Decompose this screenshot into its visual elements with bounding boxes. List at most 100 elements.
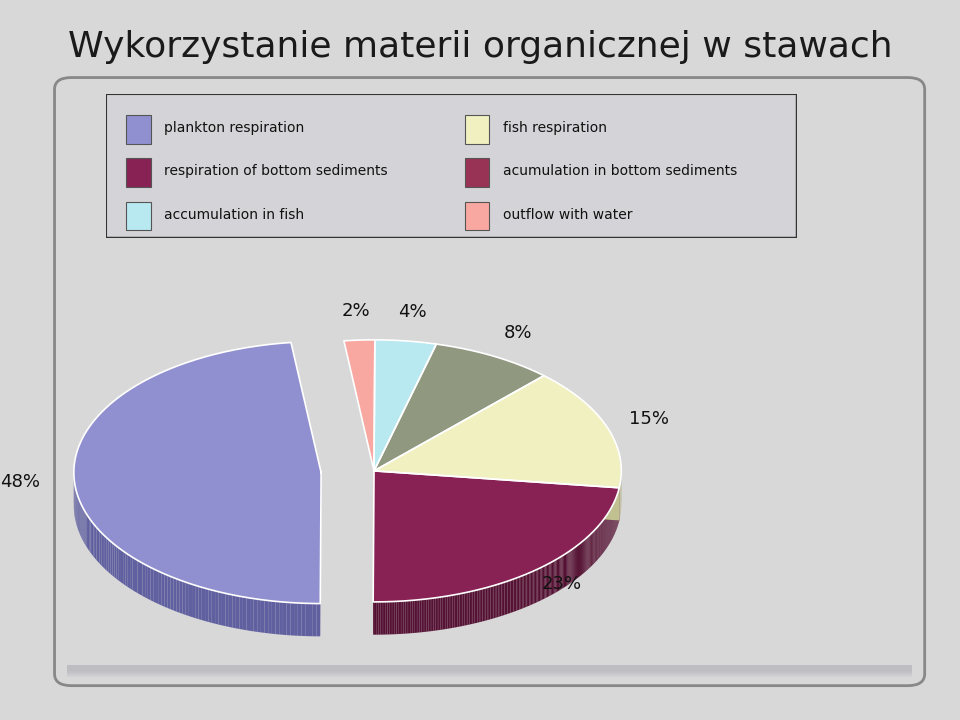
Bar <box>67 671 912 677</box>
Bar <box>67 667 912 672</box>
Polygon shape <box>577 545 578 579</box>
Polygon shape <box>96 527 98 562</box>
Polygon shape <box>105 536 107 570</box>
Polygon shape <box>537 570 538 603</box>
Polygon shape <box>272 601 276 634</box>
Polygon shape <box>393 601 395 634</box>
Bar <box>67 667 912 673</box>
Polygon shape <box>375 602 376 634</box>
Polygon shape <box>567 552 568 585</box>
Polygon shape <box>208 589 212 623</box>
Bar <box>67 665 912 671</box>
Bar <box>67 670 912 675</box>
Bar <box>67 666 912 672</box>
Polygon shape <box>463 593 465 626</box>
Polygon shape <box>569 550 570 584</box>
Polygon shape <box>228 594 232 628</box>
Bar <box>67 670 912 676</box>
Polygon shape <box>481 589 483 622</box>
Polygon shape <box>413 600 415 633</box>
Bar <box>67 667 912 674</box>
Text: 23%: 23% <box>541 575 582 593</box>
Bar <box>67 668 912 674</box>
Polygon shape <box>549 562 551 596</box>
Text: 2%: 2% <box>342 302 371 320</box>
Bar <box>127 115 151 144</box>
Bar <box>67 670 912 676</box>
Polygon shape <box>496 584 498 617</box>
Polygon shape <box>373 471 619 602</box>
Polygon shape <box>378 602 380 634</box>
Bar <box>67 669 912 675</box>
Bar <box>67 666 912 672</box>
Polygon shape <box>199 586 202 620</box>
Bar <box>67 669 912 675</box>
Polygon shape <box>559 557 561 590</box>
Polygon shape <box>454 595 456 628</box>
Bar <box>67 667 912 672</box>
Polygon shape <box>84 510 85 545</box>
Bar <box>67 666 912 672</box>
Polygon shape <box>123 551 126 585</box>
Polygon shape <box>471 591 472 624</box>
Bar <box>67 666 912 672</box>
Bar <box>67 667 912 672</box>
Polygon shape <box>121 549 123 584</box>
Polygon shape <box>390 602 391 634</box>
Polygon shape <box>102 533 103 567</box>
Polygon shape <box>161 572 164 607</box>
Bar <box>67 670 912 676</box>
Polygon shape <box>508 580 509 614</box>
Polygon shape <box>576 546 577 580</box>
Bar <box>465 115 490 144</box>
Polygon shape <box>548 563 549 597</box>
Bar <box>465 158 490 187</box>
Polygon shape <box>382 602 384 634</box>
Polygon shape <box>465 593 466 626</box>
Polygon shape <box>202 588 205 621</box>
Polygon shape <box>391 601 393 634</box>
Bar <box>67 666 912 672</box>
Polygon shape <box>276 601 279 634</box>
Polygon shape <box>474 590 476 624</box>
Polygon shape <box>541 567 543 600</box>
Polygon shape <box>488 587 489 620</box>
Polygon shape <box>503 582 504 616</box>
Polygon shape <box>469 591 471 624</box>
Polygon shape <box>396 601 398 634</box>
Polygon shape <box>137 560 140 595</box>
Polygon shape <box>117 546 119 580</box>
Polygon shape <box>534 570 535 604</box>
Bar <box>465 202 490 230</box>
Text: 48%: 48% <box>0 473 40 491</box>
Bar <box>67 669 912 675</box>
Bar <box>67 670 912 675</box>
Polygon shape <box>441 597 443 630</box>
Bar <box>67 668 912 674</box>
Bar <box>67 669 912 675</box>
Bar <box>67 670 912 676</box>
Bar <box>67 670 912 675</box>
Polygon shape <box>491 586 492 619</box>
Polygon shape <box>418 600 420 633</box>
Polygon shape <box>253 598 257 632</box>
Polygon shape <box>126 553 128 587</box>
Polygon shape <box>562 556 563 589</box>
Polygon shape <box>112 543 114 577</box>
Polygon shape <box>443 597 444 629</box>
Polygon shape <box>544 565 545 599</box>
Bar <box>67 670 912 676</box>
Polygon shape <box>517 577 519 611</box>
Polygon shape <box>344 340 374 471</box>
Polygon shape <box>380 602 382 634</box>
Polygon shape <box>540 567 541 600</box>
Bar <box>67 669 912 675</box>
Bar <box>67 670 912 675</box>
Polygon shape <box>570 549 571 583</box>
Bar <box>67 669 912 675</box>
Polygon shape <box>309 603 313 636</box>
Bar <box>67 667 912 673</box>
Polygon shape <box>553 561 554 594</box>
Bar <box>67 669 912 675</box>
Polygon shape <box>582 541 583 575</box>
